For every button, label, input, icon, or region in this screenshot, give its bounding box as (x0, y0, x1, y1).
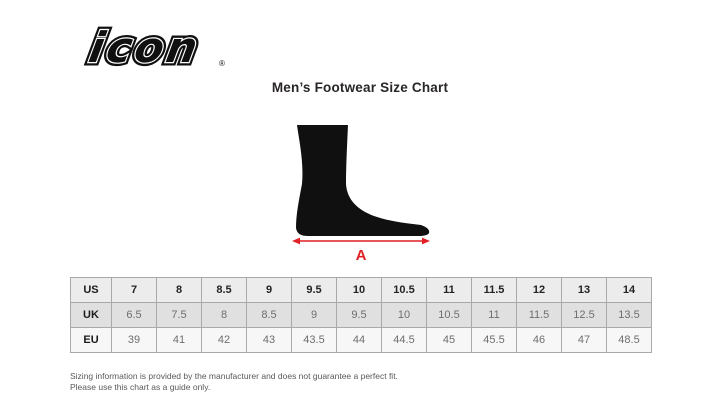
size-cell: 10.5 (381, 277, 427, 303)
size-cell: 44.5 (381, 327, 427, 353)
sizing-disclaimer: Sizing information is provided by the ma… (70, 371, 490, 393)
size-cell: 14 (606, 277, 652, 303)
size-row-label: UK (70, 302, 112, 328)
size-cell: 11.5 (471, 277, 517, 303)
size-row-label: EU (70, 327, 112, 353)
size-cell: 9 (246, 277, 292, 303)
size-conversion-table: US 7 8 8.5 9 9.5 10 10.5 11 11.5 12 13 14 UK 6.5 7.5 8 8.… (70, 277, 652, 353)
size-cell: 43.5 (291, 327, 337, 353)
registered-trademark-icon: ® (219, 59, 225, 68)
size-cell: 11 (471, 302, 517, 328)
page-title: Men’s Footwear Size Chart (271, 80, 449, 95)
size-cell: 10 (381, 302, 427, 328)
size-cell: 7 (111, 277, 157, 303)
foot-silhouette-icon (296, 125, 430, 236)
size-cell: 11 (426, 277, 472, 303)
size-cell: 11.5 (516, 302, 562, 328)
size-cell: 13.5 (606, 302, 652, 328)
size-cell: 12.5 (561, 302, 607, 328)
size-cell: 13 (561, 277, 607, 303)
size-cell: 9 (291, 302, 337, 328)
measurement-label-a: A (356, 247, 367, 264)
disclaimer-line-1: Sizing information is provided by the ma… (70, 371, 398, 381)
size-cell: 45 (426, 327, 472, 353)
size-cell: 8.5 (201, 277, 247, 303)
disclaimer-line-2: Please use this chart as a guide only. (70, 382, 211, 392)
size-cell: 12 (516, 277, 562, 303)
size-cell: 45.5 (471, 327, 517, 353)
size-cell: 48.5 (606, 327, 652, 353)
size-cell: 46 (516, 327, 562, 353)
size-cell: 43 (246, 327, 292, 353)
size-cell: 9.5 (291, 277, 337, 303)
size-cell: 7.5 (156, 302, 202, 328)
size-row-eu: EU 39 41 42 43 43.5 44 44.5 45 45.5 46 47 48.5 (70, 327, 652, 353)
logo-text-inline: icon (86, 24, 205, 68)
size-cell: 10 (336, 277, 382, 303)
logo-text-outline: icon (86, 24, 205, 68)
size-row-us: US 7 8 8.5 9 9.5 10 10.5 11 11.5 12 13 14 (70, 277, 652, 303)
size-cell: 47 (561, 327, 607, 353)
measurement-arrow (292, 237, 430, 245)
logo-text-fill: icon (86, 24, 205, 68)
size-cell: 44 (336, 327, 382, 353)
size-cell: 8.5 (246, 302, 292, 328)
size-cell: 8 (156, 277, 202, 303)
size-cell: 9.5 (336, 302, 382, 328)
size-cell: 8 (201, 302, 247, 328)
size-row-uk: UK 6.5 7.5 8 8.5 9 9.5 10 10.5 11 11.5 12.5 13.5 (70, 302, 652, 328)
size-cell: 42 (201, 327, 247, 353)
size-row-label: US (70, 277, 112, 303)
icon-brand-logo: icon icon icon ® (82, 24, 225, 68)
size-cell: 10.5 (426, 302, 472, 328)
size-cell: 41 (156, 327, 202, 353)
size-cell: 39 (111, 327, 157, 353)
foot-measurement-diagram: A (292, 125, 430, 264)
size-cell: 6.5 (111, 302, 157, 328)
